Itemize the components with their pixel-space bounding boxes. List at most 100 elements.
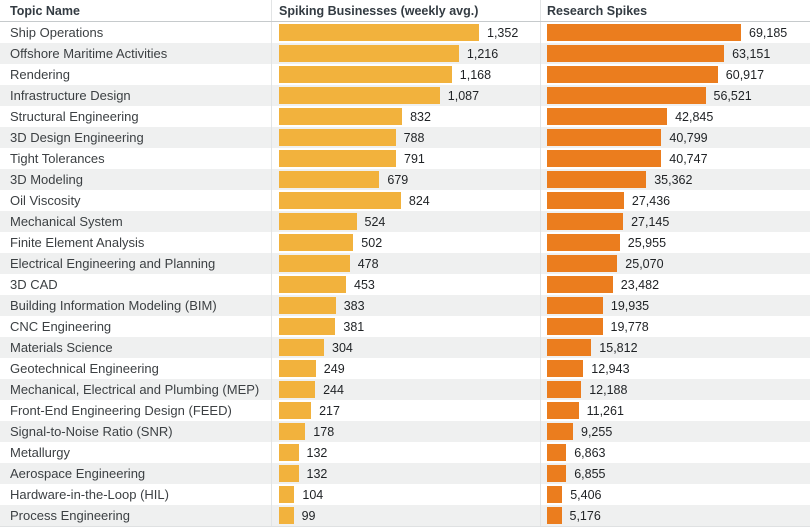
research-spikes-bar	[547, 339, 592, 356]
table-row: Mechanical System 524 27,145	[0, 211, 810, 232]
research-spikes-cell: 56,521	[541, 85, 810, 106]
research-spikes-bar	[547, 192, 624, 209]
research-spikes-bar	[547, 318, 603, 335]
research-spikes-value: 35,362	[654, 172, 693, 187]
research-spikes-bar	[547, 423, 573, 440]
spiking-businesses-cell: 383	[272, 295, 541, 316]
table-row: Building Information Modeling (BIM) 383 …	[0, 295, 810, 316]
research-spikes-bar	[547, 444, 567, 461]
spiking-businesses-bar	[279, 87, 440, 104]
research-spikes-value: 23,482	[620, 277, 660, 292]
table-header: Topic Name Spiking Businesses (weekly av…	[0, 0, 810, 22]
spiking-businesses-cell: 249	[272, 358, 541, 379]
research-spikes-cell: 27,145	[541, 211, 810, 232]
topic-name-cell: Aerospace Engineering	[0, 463, 272, 484]
research-spikes-cell: 6,863	[541, 442, 810, 463]
spiking-businesses-bar	[279, 297, 336, 314]
research-spikes-value: 63,151	[732, 46, 771, 61]
topic-name-cell: Tight Tolerances	[0, 148, 272, 169]
table-row: Materials Science 304 15,812	[0, 337, 810, 358]
spiking-businesses-value: 132	[306, 466, 328, 481]
spiking-businesses-bar	[279, 24, 479, 41]
research-spikes-value: 27,436	[631, 193, 671, 208]
topic-name-cell: 3D Modeling	[0, 169, 272, 190]
spiking-businesses-bar	[279, 507, 294, 524]
research-spikes-bar	[547, 150, 662, 167]
research-spikes-cell: 11,261	[541, 400, 810, 421]
spiking-businesses-cell: 178	[272, 421, 541, 442]
table-row: Hardware-in-the-Loop (HIL) 104 5,406	[0, 484, 810, 505]
spiking-businesses-bar	[279, 276, 346, 293]
research-spikes-bar	[547, 507, 562, 524]
header-research-spikes[interactable]: Research Spikes	[547, 3, 648, 18]
table-row: 3D Modeling 679 35,362	[0, 169, 810, 190]
spiking-businesses-bar	[279, 213, 357, 230]
research-spikes-cell: 23,482	[541, 274, 810, 295]
research-spikes-bar	[547, 45, 725, 62]
research-spikes-bar	[547, 402, 579, 419]
table-row: Signal-to-Noise Ratio (SNR) 178 9,255	[0, 421, 810, 442]
table-row: Electrical Engineering and Planning 478 …	[0, 253, 810, 274]
spiking-businesses-cell: 244	[272, 379, 541, 400]
research-spikes-value: 69,185	[749, 25, 788, 40]
topic-name-cell: Oil Viscosity	[0, 190, 272, 211]
spiking-businesses-cell: 679	[272, 169, 541, 190]
research-spikes-bar	[547, 381, 582, 398]
table-row: Tight Tolerances 791 40,747	[0, 148, 810, 169]
spiking-businesses-cell: 217	[272, 400, 541, 421]
spiking-businesses-value: 824	[408, 193, 430, 208]
spiking-businesses-bar	[279, 381, 316, 398]
spiking-businesses-cell: 788	[272, 127, 541, 148]
research-spikes-value: 60,917	[725, 67, 765, 82]
research-spikes-value: 12,943	[591, 361, 630, 376]
spiking-businesses-bar	[279, 402, 312, 419]
spiking-businesses-bar	[279, 45, 459, 62]
spiking-businesses-value: 1,216	[466, 46, 499, 61]
topic-name-cell: Hardware-in-the-Loop (HIL)	[0, 484, 272, 505]
spiking-businesses-value: 1,168	[459, 67, 492, 82]
spiking-businesses-bar	[279, 129, 396, 146]
research-spikes-cell: 42,845	[541, 106, 810, 127]
spiking-businesses-bar	[279, 486, 295, 503]
spiking-businesses-value: 381	[343, 319, 365, 334]
research-spikes-bar	[547, 108, 668, 125]
spiking-businesses-bar	[279, 423, 306, 440]
research-spikes-bar	[547, 66, 718, 83]
spiking-businesses-bar	[279, 108, 403, 125]
research-spikes-cell: 19,778	[541, 316, 810, 337]
spiking-businesses-value: 791	[404, 151, 425, 166]
spiking-businesses-value: 178	[313, 424, 335, 439]
spiking-businesses-bar	[279, 171, 380, 188]
spiking-businesses-value: 132	[306, 445, 328, 460]
spiking-businesses-value: 679	[387, 172, 409, 187]
research-spikes-bar	[547, 171, 647, 188]
topic-name-cell: Ship Operations	[0, 22, 272, 43]
research-spikes-cell: 5,176	[541, 505, 810, 526]
header-topic-name[interactable]: Topic Name	[0, 0, 272, 21]
spiking-businesses-cell: 478	[272, 253, 541, 274]
research-spikes-value: 6,855	[574, 466, 606, 481]
spiking-businesses-cell: 132	[272, 463, 541, 484]
spiking-businesses-bar	[279, 150, 396, 167]
research-spikes-bar	[547, 465, 567, 482]
research-spikes-value: 25,070	[625, 256, 664, 271]
table-row: Structural Engineering 832 42,845	[0, 106, 810, 127]
topic-name-cell: Signal-to-Noise Ratio (SNR)	[0, 421, 272, 442]
research-spikes-value: 27,145	[631, 214, 670, 229]
research-spikes-cell: 12,188	[541, 379, 810, 400]
table-row: Front-End Engineering Design (FEED) 217 …	[0, 400, 810, 421]
spiking-businesses-value: 453	[354, 277, 375, 292]
research-spikes-value: 12,188	[589, 382, 628, 397]
topic-name-cell: Rendering	[0, 64, 272, 85]
header-spiking-businesses[interactable]: Spiking Businesses (weekly avg.)	[272, 0, 541, 21]
spiking-businesses-value: 1,087	[447, 88, 480, 103]
spiking-businesses-cell: 502	[272, 232, 541, 253]
table-row: Mechanical, Electrical and Plumbing (MEP…	[0, 379, 810, 400]
spiking-businesses-cell: 824	[272, 190, 541, 211]
table-row: Infrastructure Design 1,087 56,521	[0, 85, 810, 106]
spiking-businesses-cell: 791	[272, 148, 541, 169]
spiking-businesses-cell: 1,087	[272, 85, 541, 106]
spiking-businesses-cell: 104	[272, 484, 541, 505]
topic-name-cell: 3D CAD	[0, 274, 272, 295]
research-spikes-cell: 9,255	[541, 421, 810, 442]
